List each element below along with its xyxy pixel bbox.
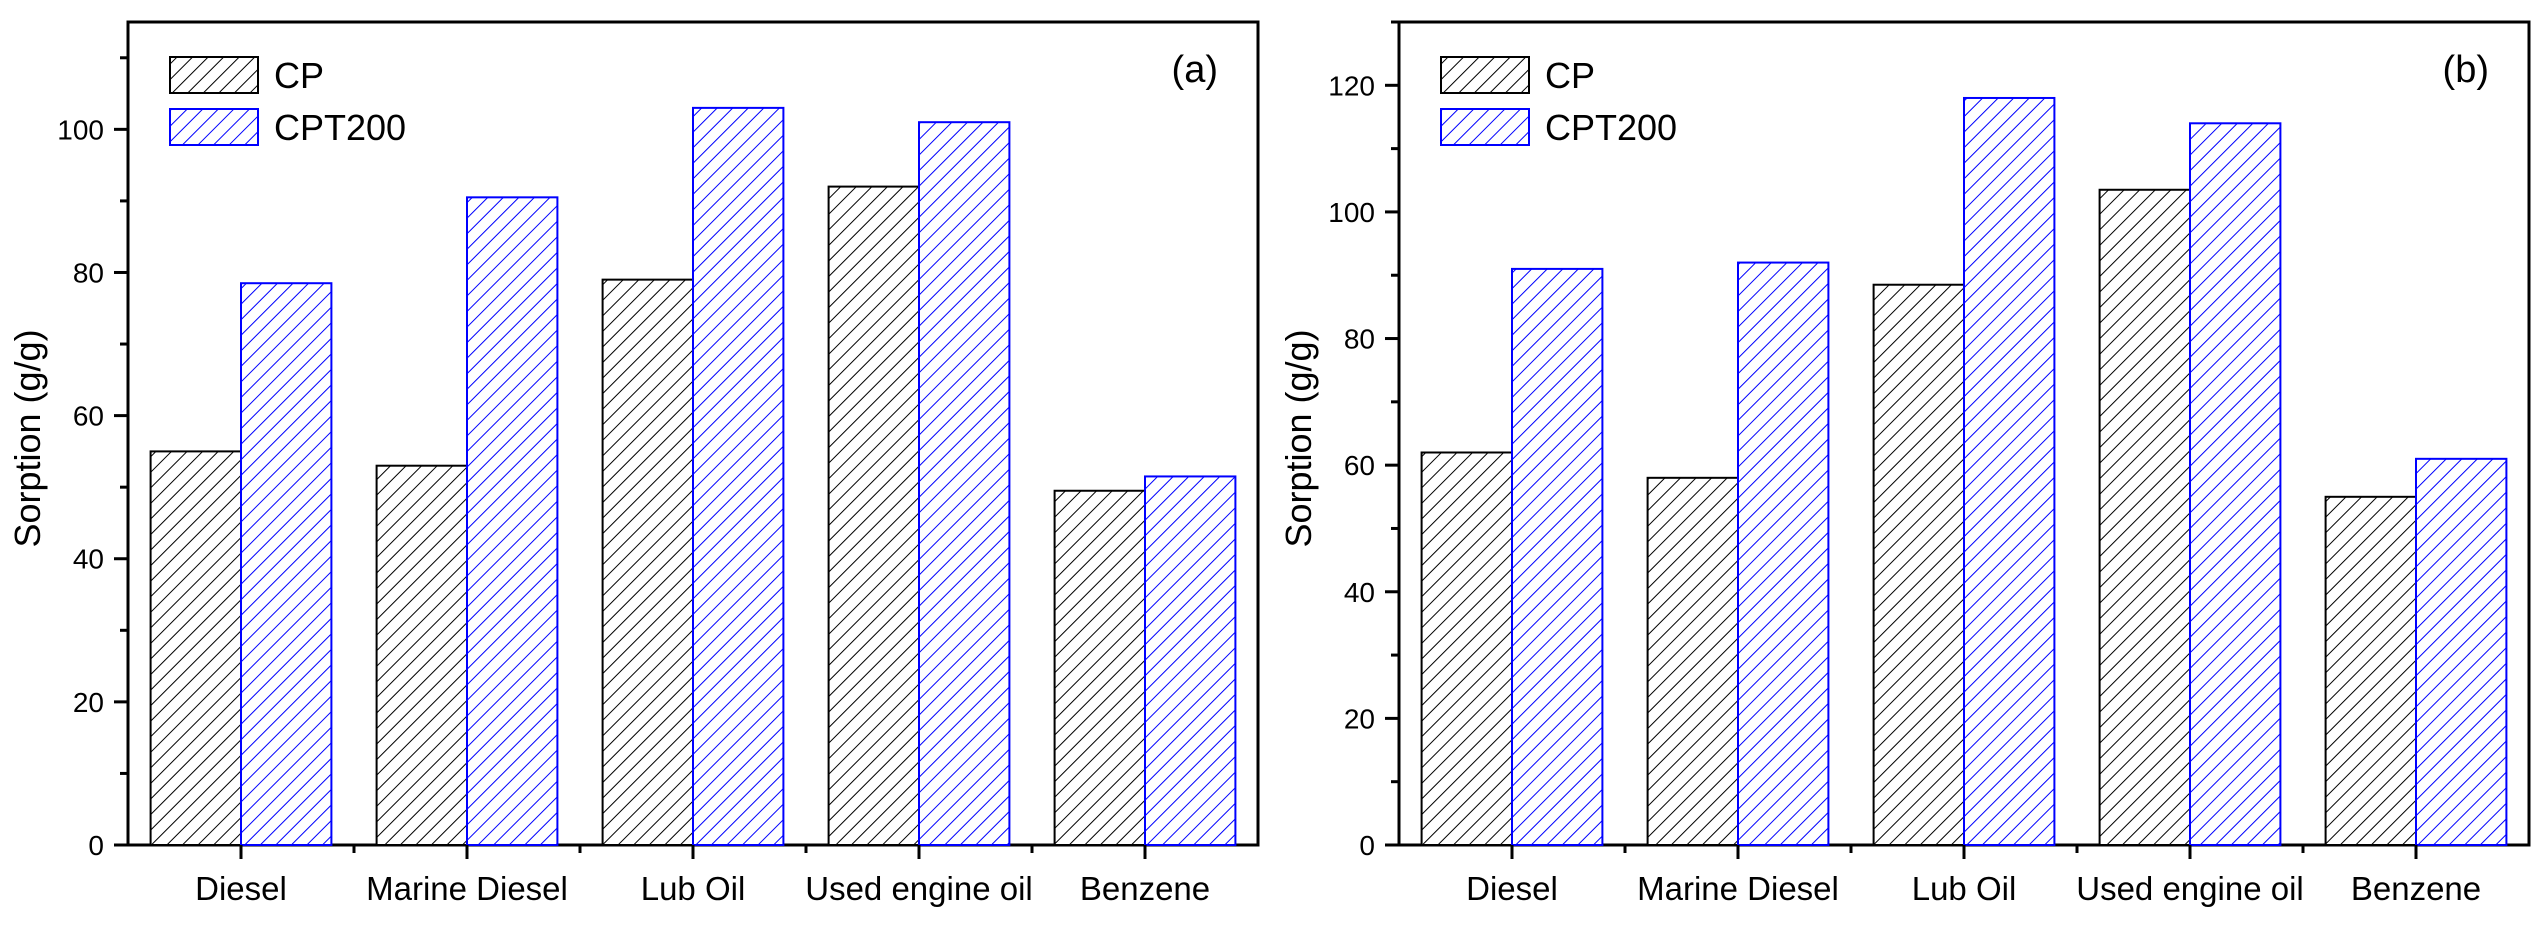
panel-label: (a)	[1172, 49, 1218, 91]
bar-cp-lub-oil	[601, 278, 694, 847]
bar-cpt200-diesel	[1511, 267, 1604, 846]
x-tick-label: Diesel	[1466, 870, 1558, 907]
bar-cp-used-engine-oil	[827, 185, 920, 847]
y-tick-label: 80	[1344, 324, 1375, 355]
bar-cpt200-used-engine-oil	[918, 121, 1011, 847]
bar-cpt200-benzene	[1144, 475, 1237, 846]
chart-a: 0 20 40 60 80 100 Sorption (g/g) Diesel Marine D…	[7, 20, 1260, 907]
bar-cpt200-benzene	[2415, 457, 2508, 846]
y-tick-label: 60	[73, 401, 104, 432]
bar-cpt200-lub-oil	[692, 106, 785, 847]
y-tick-label: 100	[1328, 197, 1375, 228]
y-tick-label: 80	[73, 257, 104, 288]
bar-cp-diesel	[1420, 451, 1514, 846]
x-tick-label: Marine Diesel	[366, 870, 568, 907]
y-tick-label: 100	[57, 114, 104, 145]
bar-cpt200-lub-oil	[1963, 96, 2056, 846]
x-tick-label: Lub Oil	[641, 870, 746, 907]
x-tick-label: Marine Diesel	[1637, 870, 1839, 907]
bar-cp-benzene	[1053, 489, 1146, 846]
x-tick-label: Benzene	[1080, 870, 1210, 907]
y-tick-label: 0	[1359, 830, 1375, 861]
legend-swatch-cpt200	[1440, 108, 1530, 146]
bar-cp-lub-oil	[1872, 283, 1965, 846]
legend-label-cpt200: CPT200	[1545, 107, 1677, 148]
x-tick-label: Diesel	[195, 870, 287, 907]
legend-label-cp: CP	[1545, 55, 1595, 96]
y-tick-label: 40	[73, 544, 104, 575]
y-tick-label: 0	[88, 830, 104, 861]
bar-cp-marine-diesel	[1646, 476, 1740, 846]
x-tick-label: Used engine oil	[805, 870, 1033, 907]
y-axis-title: Sorption (g/g)	[7, 329, 48, 547]
bar-cpt200-used-engine-oil	[2189, 122, 2282, 847]
legend-swatch-cp	[1440, 56, 1530, 94]
y-tick-label: 20	[73, 687, 104, 718]
y-tick-label: 120	[1328, 70, 1375, 101]
y-tick-label: 40	[1344, 577, 1375, 608]
bar-cp-marine-diesel	[375, 464, 469, 846]
bar-cp-used-engine-oil	[2098, 188, 2191, 846]
y-tick-label: 60	[1344, 450, 1375, 481]
x-tick-label: Lub Oil	[1912, 870, 2017, 907]
legend-label-cp: CP	[274, 55, 324, 96]
bar-cpt200-marine-diesel	[466, 196, 559, 846]
x-tick-label: Benzene	[2351, 870, 2481, 907]
legend-label-cpt200: CPT200	[274, 107, 406, 148]
chart-b: 0 20 40 60 80 100 120 Sorption (g/g) Diesel Marin…	[1278, 20, 2531, 907]
y-tick-label: 20	[1344, 703, 1375, 734]
legend-swatch-cp	[169, 56, 259, 94]
bar-cpt200-diesel	[240, 282, 333, 846]
legend-swatch-cpt200	[169, 108, 259, 146]
bar-cp-benzene	[2324, 495, 2417, 846]
x-tick-label: Used engine oil	[2076, 870, 2304, 907]
y-axis-title: Sorption (g/g)	[1278, 329, 1319, 547]
panel-label: (b)	[2443, 49, 2489, 91]
bar-cpt200-marine-diesel	[1737, 261, 1830, 847]
bar-cp-diesel	[149, 450, 243, 846]
